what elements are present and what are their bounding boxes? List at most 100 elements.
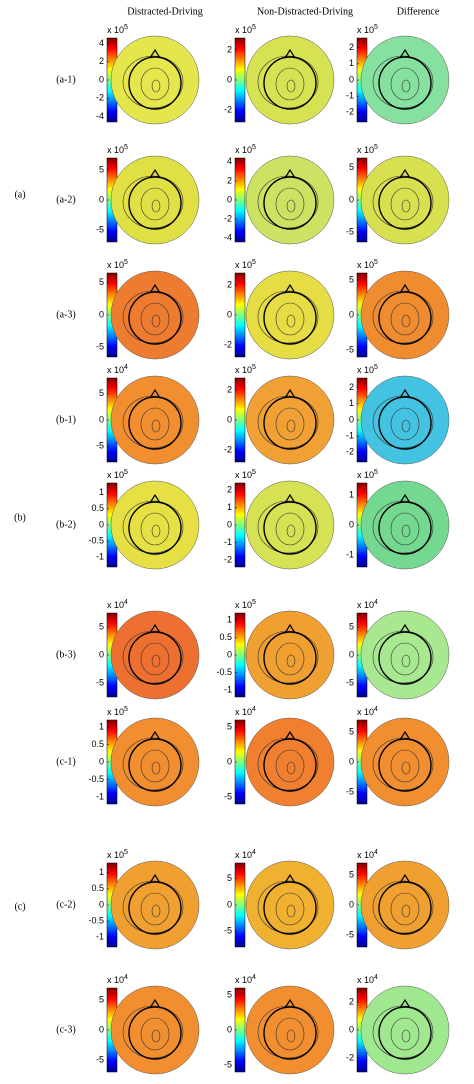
head-outline: [263, 176, 317, 230]
colorbar-tick-label: -1: [224, 537, 232, 547]
contour: [372, 175, 434, 229]
head-outline: [263, 631, 317, 685]
colorbar-tick-label: 4: [99, 38, 104, 48]
contour: [151, 654, 161, 668]
scale-exponent: 5: [252, 259, 256, 266]
contour: [151, 761, 161, 775]
colorbar-scale: x 105: [107, 706, 128, 718]
colorbar-scale: x 105: [107, 849, 128, 861]
scale-base: x 10: [357, 260, 374, 270]
head-outline: [378, 56, 432, 110]
colorbar-tick-label: 1: [99, 867, 104, 877]
head-outline: [263, 738, 317, 792]
contour: [275, 67, 305, 101]
colorbar-tick-label: -5: [346, 227, 354, 237]
colorbar-tick-label: 0: [99, 899, 104, 909]
scale-base: x 10: [107, 365, 124, 375]
contour: [275, 749, 305, 783]
nose: [284, 998, 296, 1009]
colorbar-tick-label: 0: [349, 519, 354, 529]
contour: [390, 187, 420, 221]
scale-base: x 10: [107, 850, 124, 860]
contour: [257, 1005, 319, 1059]
scale-base: x 10: [357, 470, 374, 480]
colorbar-tick-label: 5: [227, 873, 232, 883]
colorbar-scale: x 105: [235, 24, 256, 36]
scale-exponent: 5: [124, 144, 128, 151]
scale-base: x 10: [357, 975, 374, 985]
colorbar-tick-label: 0: [349, 74, 354, 84]
row-label: (a-2): [56, 194, 75, 205]
colorbar-tick-label: -1: [346, 91, 354, 101]
contour: [275, 512, 305, 546]
colorbar-tick-label: 0: [349, 414, 354, 424]
contour: [286, 524, 296, 538]
nose: [149, 873, 161, 884]
colorbar-tick-label: 1: [99, 487, 104, 497]
colorbar-tick-label: 0: [349, 756, 354, 766]
scale-base: x 10: [107, 707, 124, 717]
contour: [286, 199, 296, 213]
colorbar-tick-label: 5: [99, 994, 104, 1004]
row-label: (a-1): [56, 74, 75, 85]
colorbar-tick-label: -2: [224, 104, 232, 114]
contour: [257, 55, 319, 109]
colorbar-scale: x 105: [107, 144, 128, 156]
group-label: (a): [14, 189, 25, 200]
head-outline: [128, 1006, 182, 1060]
scale-exponent: 4: [124, 974, 128, 981]
colorbar-tick-label: -2: [224, 339, 232, 349]
contour: [257, 630, 319, 684]
row-label: (b-3): [56, 649, 76, 660]
colorbar-scale: x 104: [357, 974, 378, 986]
colorbar-tick-label: 5: [227, 989, 232, 999]
nose: [149, 388, 161, 399]
colorbar-tick-label: -1: [224, 684, 232, 694]
scale-exponent: 5: [124, 469, 128, 476]
head-outline: [128, 738, 182, 792]
contour: [372, 290, 434, 344]
colorbar-scale: x 105: [107, 469, 128, 481]
contour: [390, 1017, 420, 1051]
contour: [286, 79, 296, 93]
colorbar-tick-label: -0.5: [88, 536, 104, 546]
contour: [275, 187, 305, 221]
colorbar-tick-label: 2: [349, 382, 354, 392]
colorbar-tick-label: 0: [227, 194, 232, 204]
colorbar-tick-label: 0: [99, 649, 104, 659]
nose: [399, 388, 411, 399]
scale-base: x 10: [107, 145, 124, 155]
colorbar-scale: x 105: [357, 24, 378, 36]
contour: [140, 749, 170, 783]
scale-base: x 10: [357, 145, 374, 155]
colorbar-tick-label: 5: [227, 721, 232, 731]
scale-base: x 10: [235, 975, 252, 985]
head-outline: [263, 396, 317, 450]
nose: [149, 623, 161, 634]
colorbar-scale: x 105: [235, 144, 256, 156]
head-outline: [128, 396, 182, 450]
colorbar-tick-label: -5: [96, 1054, 104, 1064]
colorbar-tick-label: 0: [99, 756, 104, 766]
contour: [122, 737, 184, 791]
column-header: Difference: [397, 6, 440, 17]
colorbar-tick-label: 2: [227, 279, 232, 289]
nose: [149, 998, 161, 1009]
head-outline: [378, 291, 432, 345]
row-label: (c-2): [56, 899, 75, 910]
contour: [390, 642, 420, 676]
head-outline: [378, 176, 432, 230]
colorbar-tick-label: -1: [96, 791, 104, 801]
colorbar-scale: x 104: [107, 974, 128, 986]
contour: [122, 290, 184, 344]
contour: [275, 1017, 305, 1051]
nose: [284, 493, 296, 504]
scale-exponent: 5: [252, 599, 256, 606]
nose: [399, 48, 411, 59]
colorbar-tick-label: -2: [224, 213, 232, 223]
head-outline: [378, 396, 432, 450]
colorbar-tick-label: 1: [227, 614, 232, 624]
colorbar-tick-label: -2: [96, 93, 104, 103]
nose: [399, 283, 411, 294]
colorbar-scale: x 105: [107, 24, 128, 36]
